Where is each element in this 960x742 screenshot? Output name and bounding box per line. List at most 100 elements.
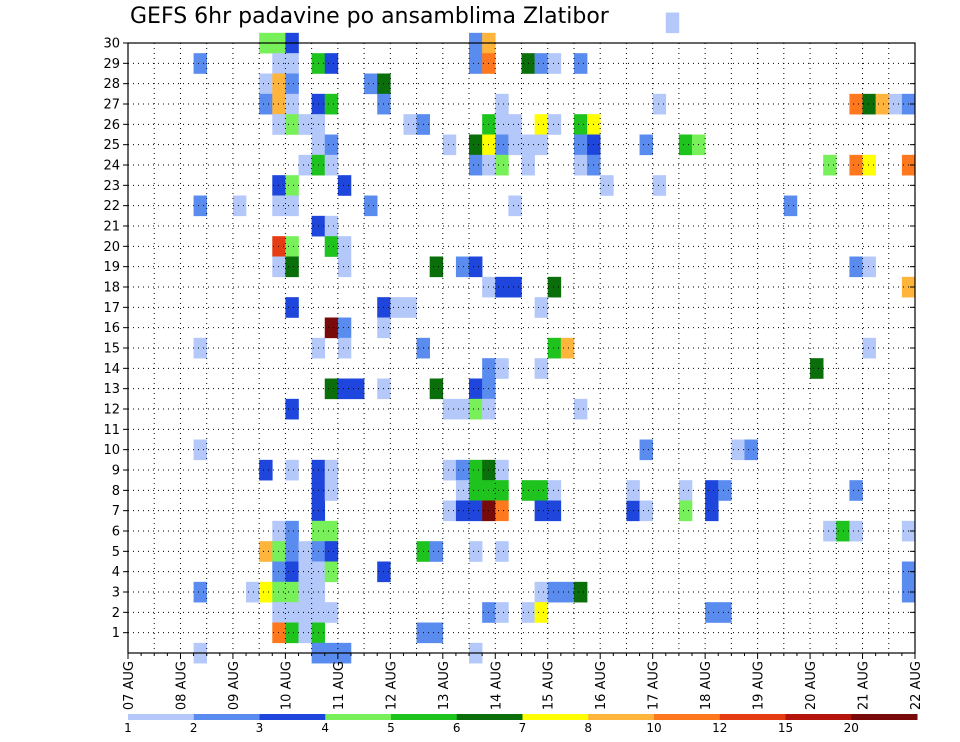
- y-tick-label: 15: [103, 342, 120, 357]
- x-tick-label: 09 AUG: [227, 661, 242, 710]
- y-tick-label: 16: [103, 321, 120, 336]
- heatmap-cell: [324, 134, 339, 156]
- colorbar-label: 1: [124, 721, 132, 735]
- x-tick-label: 13 AUG: [437, 661, 452, 710]
- x-tick-label: 15 AUG: [542, 661, 557, 710]
- heatmap-cell: [285, 622, 299, 644]
- heatmap-cell: [259, 541, 273, 562]
- colorbar-swatch: [851, 714, 918, 720]
- heatmap-cell: [573, 114, 588, 135]
- heatmap-cell: [403, 297, 417, 318]
- heatmap-cell: [534, 581, 549, 603]
- heatmap-cell: [364, 195, 378, 217]
- heatmap-cell: [823, 520, 837, 542]
- heatmap-cell: [390, 297, 404, 318]
- y-tick-label: 4: [112, 565, 120, 580]
- heatmap-cell: [875, 93, 890, 115]
- heatmap-cell: [495, 480, 509, 501]
- colorbar-label: 6: [453, 721, 461, 735]
- heatmap-cell: [455, 459, 470, 481]
- heatmap-cell: [705, 480, 719, 501]
- heatmap-cell: [337, 378, 352, 400]
- y-tick-label: 13: [103, 382, 120, 397]
- y-tick-label: 21: [103, 220, 120, 235]
- heatmap-cell: [469, 154, 483, 176]
- heatmap-cell: [678, 134, 693, 156]
- y-tick-label: 27: [103, 98, 120, 113]
- heatmap-cell: [862, 256, 876, 278]
- heatmap-cell: [285, 581, 299, 603]
- x-tick-label: 10 AUG: [279, 661, 294, 710]
- colorbar-swatch: [522, 714, 589, 720]
- y-tick-label: 26: [103, 118, 120, 133]
- colorbar-swatch: [128, 714, 195, 720]
- heatmap-cell: [285, 114, 299, 135]
- heatmap-cell: [639, 500, 653, 522]
- colorbar-swatch: [193, 714, 260, 720]
- heatmap-cell: [573, 398, 588, 420]
- heatmap-cell: [547, 581, 562, 603]
- colorbar-label: 8: [584, 721, 592, 735]
- heatmap-cell: [495, 602, 509, 623]
- heatmap-cell: [193, 581, 207, 603]
- y-tick-label: 12: [103, 403, 120, 418]
- heatmap-cell: [285, 53, 299, 74]
- heatmap-cell: [469, 53, 483, 74]
- heatmap-cell: [324, 480, 339, 501]
- y-tick-label: 3: [112, 586, 120, 601]
- heatmap-cell: [508, 114, 522, 135]
- heatmap-cell: [429, 378, 444, 400]
- heatmap-cell: [324, 154, 339, 176]
- heatmap-cell: [573, 581, 588, 603]
- heatmap-cell: [285, 175, 299, 196]
- heatmap-cell: [350, 378, 365, 400]
- heatmap-cell: [495, 500, 509, 522]
- heatmap-cell: [547, 114, 562, 135]
- heatmap-cell: [337, 236, 352, 257]
- y-tick-label: 2: [112, 606, 120, 621]
- y-tick-label: 29: [103, 57, 120, 72]
- heatmap-cell: [495, 134, 509, 156]
- y-tick-label: 7: [112, 504, 120, 519]
- heatmap-cell: [285, 541, 299, 562]
- y-tick-label: 18: [103, 281, 120, 296]
- x-tick-label: 22 AUG: [909, 661, 924, 710]
- heatmap-cell: [705, 500, 719, 522]
- x-tick-label: 19 AUG: [752, 661, 767, 710]
- heatmap-cell: [678, 480, 693, 501]
- heatmap-cell: [429, 622, 444, 644]
- heatmap-cell: [364, 73, 378, 95]
- y-tick-label: 19: [103, 260, 120, 275]
- heatmap-cell: [324, 215, 339, 237]
- y-tick-label: 8: [112, 484, 120, 499]
- heatmap-cell: [849, 93, 863, 115]
- x-tick-label: 14 AUG: [489, 661, 504, 710]
- x-tick-label: 07 AUG: [122, 661, 137, 710]
- colorbar-label: 10: [646, 721, 661, 735]
- heatmap-cell: [560, 581, 575, 603]
- y-tick-label: 22: [103, 199, 120, 214]
- colorbar-label: 4: [321, 721, 329, 735]
- heatmap-cell: [285, 93, 299, 115]
- colorbar-label: 5: [387, 721, 395, 735]
- x-tick-label: 20 AUG: [804, 661, 819, 710]
- heatmap-cell: [495, 114, 509, 135]
- heatmap-cell: [337, 175, 352, 196]
- heatmap-cell: [324, 459, 339, 481]
- heatmap-cell: [547, 337, 562, 359]
- heatmap-cell: [652, 93, 667, 115]
- heatmap-cell: [534, 500, 549, 522]
- heatmap-cell: [495, 358, 509, 379]
- heatmap-cell: [455, 256, 470, 278]
- colorbar-swatch: [785, 714, 852, 720]
- heatmap-cell: [429, 541, 444, 562]
- colorbar-swatch: [654, 714, 721, 720]
- chart-title: GEFS 6hr padavine po ansamblima Zlatibor: [130, 4, 609, 29]
- heatmap-cell: [193, 337, 207, 359]
- x-tick-label: 17 AUG: [647, 661, 662, 710]
- y-tick-label: 5: [112, 545, 120, 560]
- colorbar-label: 12: [712, 721, 727, 735]
- heatmap-cell: [285, 520, 299, 542]
- heatmap-cell: [495, 154, 509, 176]
